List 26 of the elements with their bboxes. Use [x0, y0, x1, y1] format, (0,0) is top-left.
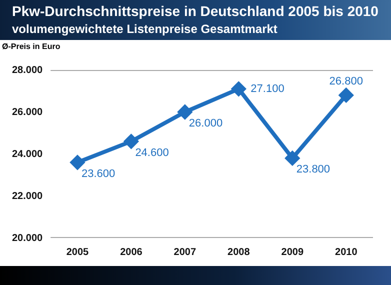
- y-tick-label: 26.000: [12, 106, 44, 118]
- data-label: 27.100: [250, 82, 284, 95]
- y-tick-label: 24.000: [12, 148, 44, 160]
- chart-title: Pkw-Durchschnittspreise in Deutschland 2005 bis 2010: [12, 2, 379, 21]
- data-label: 24.600: [135, 146, 169, 159]
- y-axis-title: Ø-Preis in Euro: [1, 41, 62, 53]
- x-tick-label: 2006: [120, 246, 143, 258]
- y-tick-label: 28.000: [12, 64, 44, 76]
- x-tick-label: 2009: [281, 246, 304, 258]
- chart-subtitle: volumengewichtete Listenpreise Gesamtmarkt: [12, 21, 278, 37]
- point: [232, 82, 246, 96]
- x-tick-label: 2008: [228, 246, 250, 258]
- x-tick-label: 2007: [174, 246, 196, 258]
- point: [70, 155, 84, 170]
- point: [178, 105, 192, 119]
- data-label: 23.800: [296, 164, 330, 176]
- y-tick-label: 20.000: [12, 232, 44, 244]
- data-label: 23.600: [81, 168, 116, 180]
- point: [285, 151, 300, 166]
- point: [124, 134, 138, 148]
- x-tick-label: 2010: [335, 246, 358, 258]
- point: [339, 88, 354, 102]
- x-tick-label: 2005: [66, 246, 90, 258]
- data-label: 26.800: [329, 76, 363, 88]
- data-label: 26.000: [188, 118, 223, 130]
- y-tick-label: 22.000: [12, 190, 44, 202]
